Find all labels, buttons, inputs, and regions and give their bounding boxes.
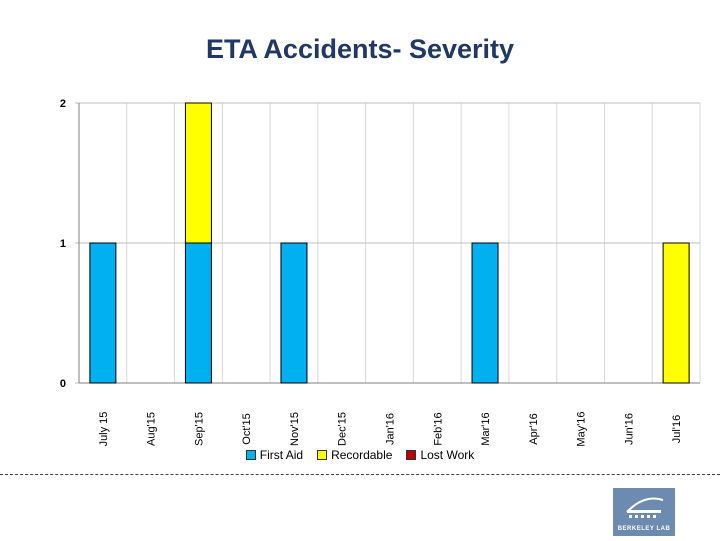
berkeley-lab-logo: BERKELEY LAB	[613, 488, 675, 536]
legend-label: Recordable	[331, 448, 393, 462]
bar-first-aid	[89, 242, 117, 384]
x-tick-label: Apr'16	[528, 413, 540, 444]
legend-label: First Aid	[259, 448, 304, 462]
x-tick-label: Jul'16	[671, 415, 683, 443]
bar-first-aid	[280, 242, 308, 384]
bar-recordable	[184, 102, 212, 244]
bar-first-aid	[184, 242, 212, 384]
footer-divider	[0, 474, 720, 475]
legend-item: First Aid	[245, 448, 304, 462]
legend-label: Lost Work	[420, 448, 475, 462]
x-tick-label: Jun'16	[623, 413, 635, 445]
legend-swatch	[406, 450, 417, 460]
y-tick-label: 0	[60, 378, 66, 390]
legend-item: Recordable	[317, 448, 392, 462]
x-tick-label: Dec'15	[337, 412, 349, 446]
x-tick-label: Sep'15	[193, 412, 205, 446]
x-tick-label: Jan'16	[385, 413, 397, 445]
legend-item: Lost Work	[406, 448, 474, 462]
berkeley-lab-emblem-icon	[626, 497, 664, 518]
x-tick-label: July 15	[98, 412, 110, 447]
x-tick-label: Aug'15	[146, 412, 158, 446]
legend-swatch	[317, 450, 328, 460]
x-tick-label: Feb'16	[432, 412, 444, 445]
y-tick-label: 2	[60, 98, 66, 110]
chart-title: ETA Accidents- Severity	[205, 34, 515, 64]
x-tick-label: May'16	[576, 411, 588, 446]
bar-first-aid	[471, 242, 499, 384]
x-tick-label: Oct'15	[241, 413, 253, 444]
x-tick-label: Mar'16	[480, 412, 492, 445]
logo-text: BERKELEY LAB	[617, 526, 671, 532]
legend-swatch	[245, 450, 256, 460]
y-tick-label: 1	[60, 238, 66, 250]
x-tick-label: Nov'15	[289, 412, 301, 446]
chart-legend: First Aid Recordable Lost Work	[0, 448, 720, 462]
bar-recordable	[662, 242, 690, 384]
